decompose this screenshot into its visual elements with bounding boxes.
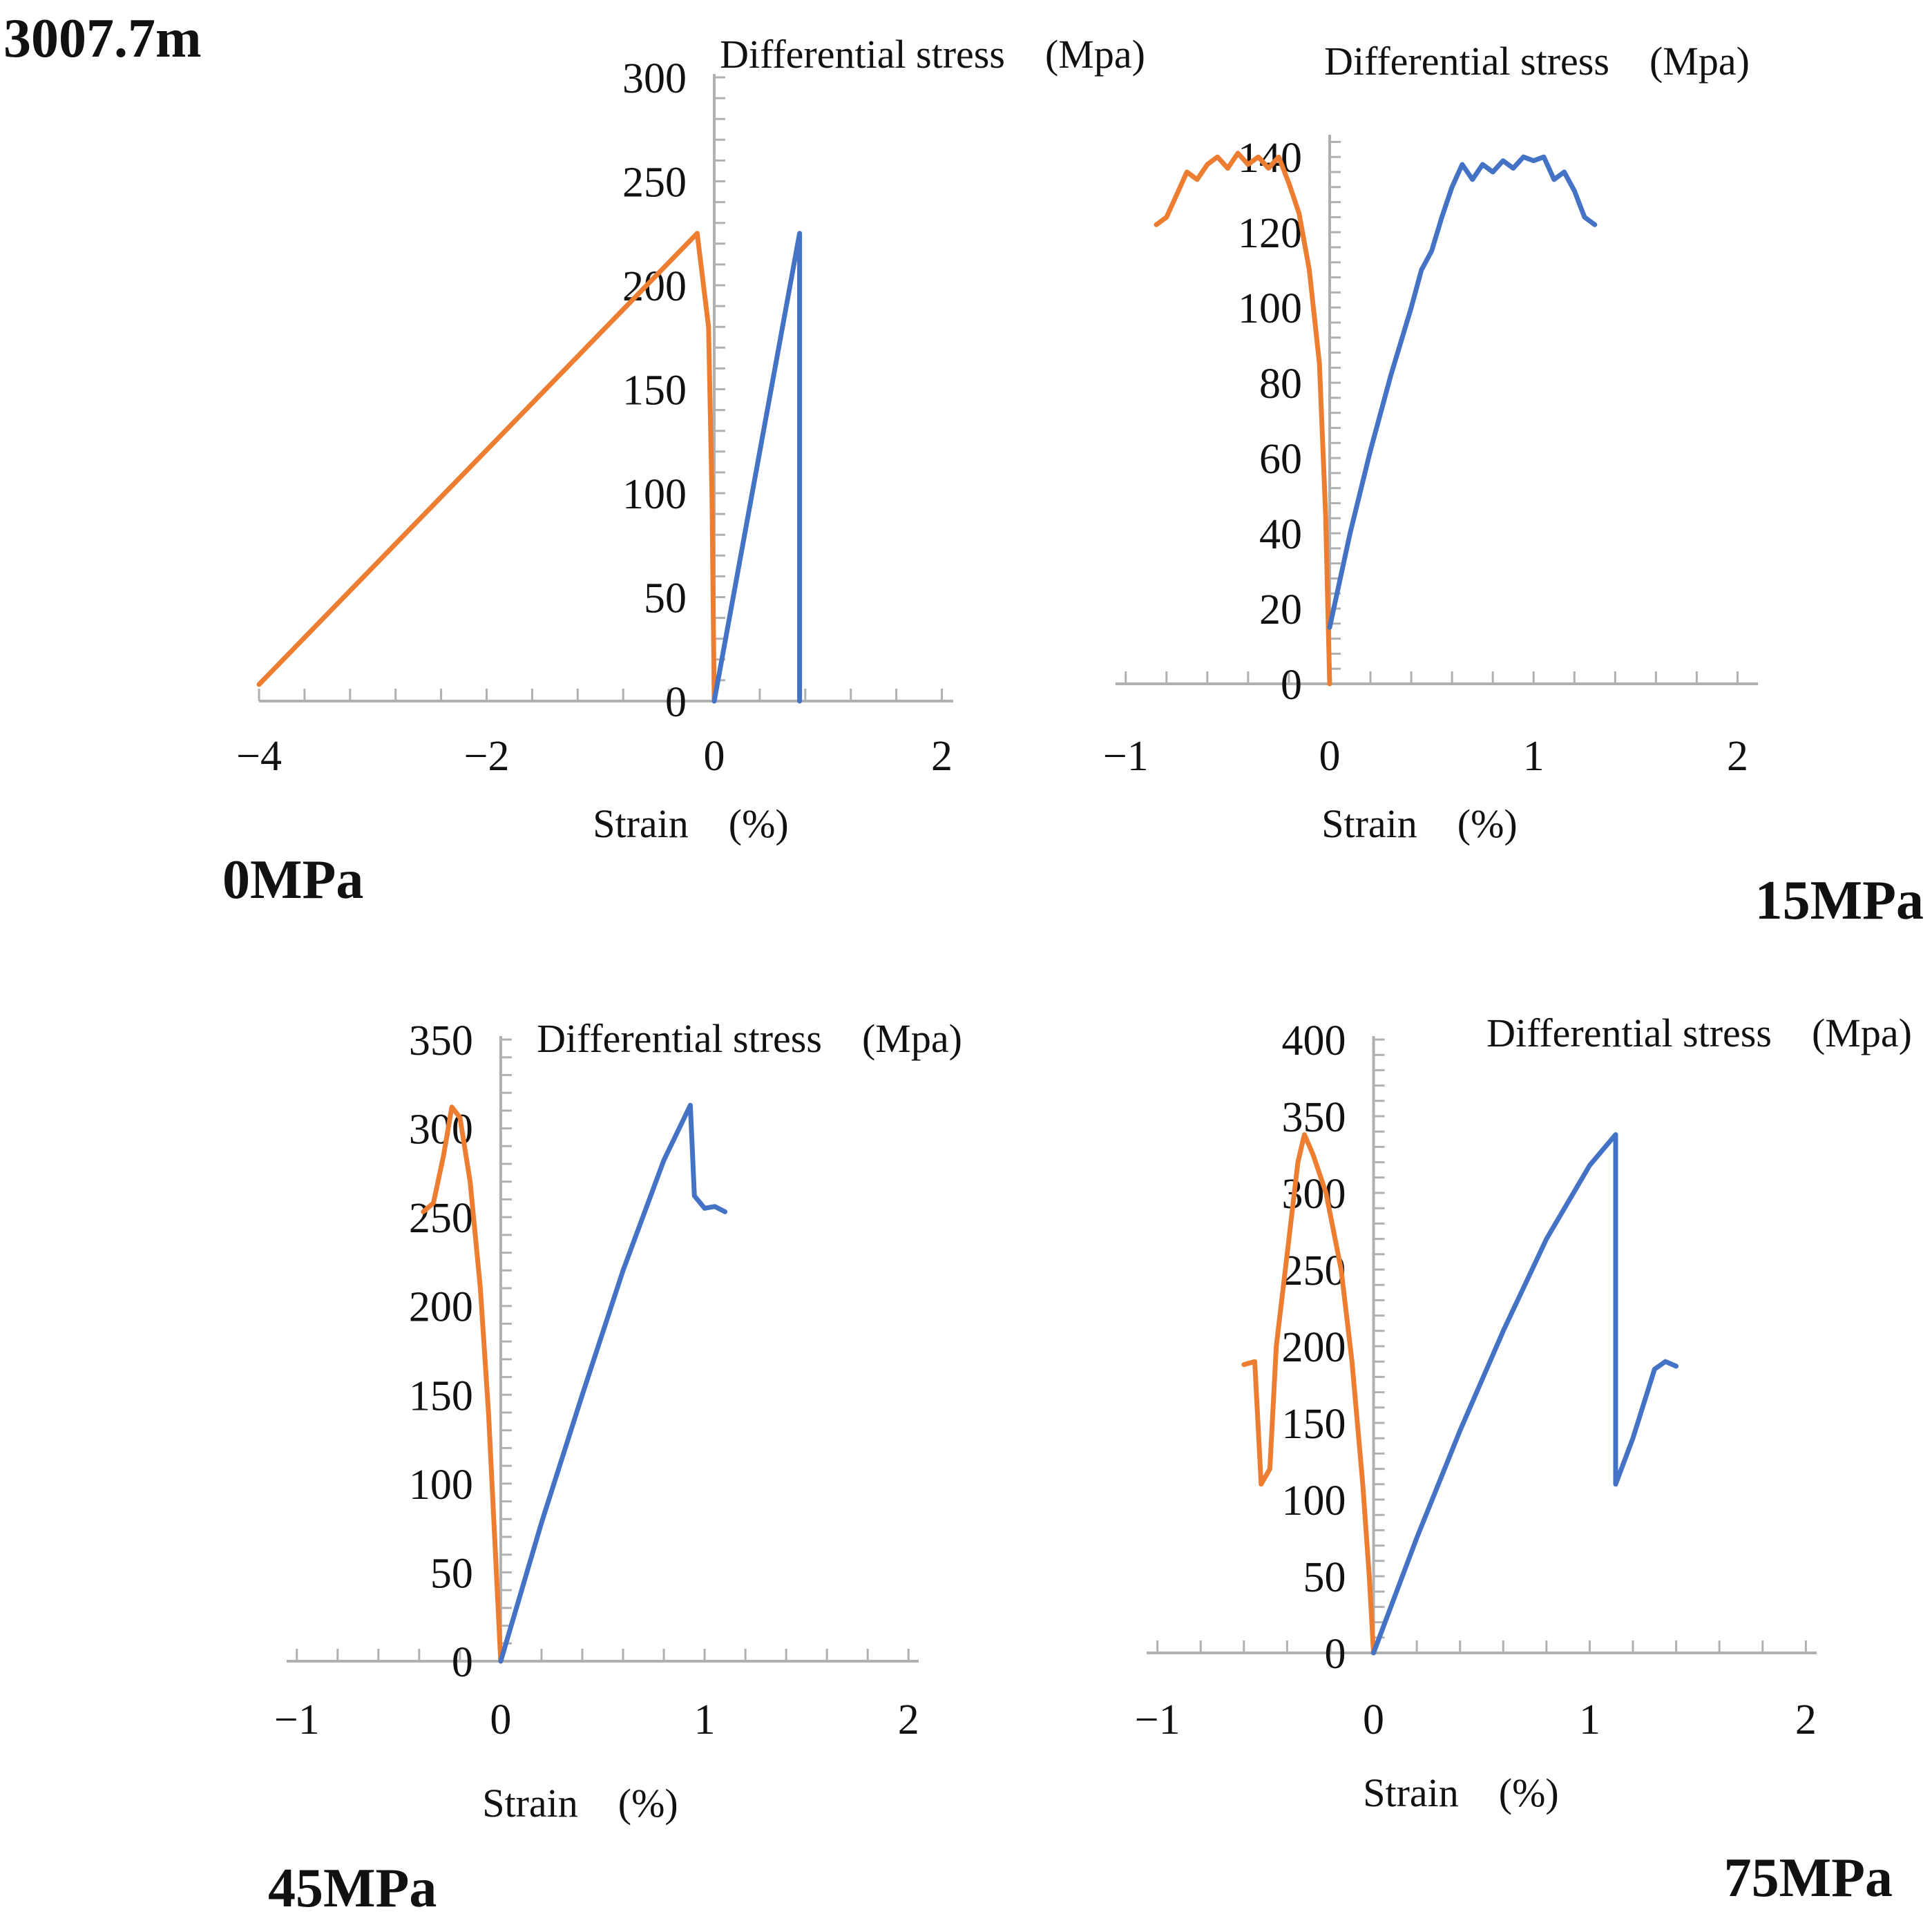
- y-tick-label: 20: [1259, 586, 1302, 633]
- x-tick-label: 0: [704, 733, 725, 780]
- x-axis-title: Strain (%): [1363, 1770, 1559, 1815]
- y-tick-label: 250: [409, 1195, 473, 1242]
- y-tick-label: 120: [1238, 210, 1302, 257]
- y-tick-label: 100: [1282, 1477, 1346, 1524]
- y-tick-label: 0: [452, 1639, 473, 1686]
- y-tick-label: 250: [1282, 1247, 1346, 1294]
- y-tick-label: 200: [1282, 1324, 1346, 1371]
- y-tick-label: 0: [1325, 1631, 1346, 1678]
- y-tick-label: 50: [1303, 1554, 1346, 1601]
- series-axial: [711, 231, 803, 704]
- x-tick-label: 0: [1363, 1696, 1384, 1743]
- x-axis-title: Strain (%): [482, 1781, 678, 1826]
- x-tick-label: −1: [1103, 733, 1149, 780]
- panel-label: 0MPa: [222, 850, 363, 910]
- series-lateral: [1241, 1132, 1376, 1656]
- y-axis-title: Differential stress (Mpa): [537, 1016, 962, 1061]
- y-axis-title: Differential stress (Mpa): [1324, 39, 1750, 84]
- y-axis-title: Differential stress (Mpa): [720, 32, 1145, 77]
- x-tick-label: 2: [1727, 733, 1748, 780]
- series-axial: [1327, 154, 1598, 630]
- y-tick-label: 0: [1281, 662, 1302, 709]
- y-tick-label: 350: [409, 1017, 473, 1064]
- y-tick-label: 150: [409, 1372, 473, 1419]
- y-tick-label: 60: [1259, 436, 1302, 483]
- x-tick-label: −1: [1135, 1696, 1180, 1743]
- y-tick-label: 200: [409, 1284, 473, 1331]
- y-tick-label: 300: [622, 55, 687, 102]
- x-tick-label: −1: [274, 1696, 320, 1743]
- y-tick-label: 150: [1282, 1401, 1346, 1448]
- series-lateral: [421, 1104, 504, 1664]
- series-lateral: [256, 231, 717, 704]
- y-tick-label: 250: [622, 160, 687, 207]
- panel-label: 45MPa: [268, 1858, 437, 1914]
- y-tick-label: 50: [430, 1550, 473, 1597]
- y-tick-label: 100: [1238, 285, 1302, 332]
- y-tick-label: 140: [1238, 135, 1302, 182]
- panel-label: 15MPa: [1755, 870, 1924, 931]
- x-tick-label: 0: [1319, 733, 1341, 780]
- y-tick-label: 100: [409, 1462, 473, 1509]
- series-lateral: [1154, 151, 1332, 687]
- series-axial: [1371, 1132, 1679, 1656]
- x-tick-label: 0: [490, 1696, 511, 1743]
- y-tick-label: 350: [1282, 1094, 1346, 1141]
- x-tick-label: 1: [1523, 733, 1544, 780]
- y-tick-label: 50: [644, 575, 687, 622]
- y-tick-label: 0: [665, 679, 687, 726]
- y-tick-label: 40: [1259, 511, 1302, 558]
- x-axis-title: Strain (%): [1321, 801, 1518, 846]
- y-tick-label: 100: [622, 471, 687, 518]
- y-tick-label: 400: [1282, 1017, 1346, 1064]
- x-tick-label: −2: [464, 733, 510, 780]
- y-axis-title: Differential stress (Mpa): [1486, 1011, 1912, 1055]
- x-tick-label: 2: [898, 1696, 919, 1743]
- x-tick-label: 1: [694, 1696, 716, 1743]
- x-tick-label: −4: [236, 733, 282, 780]
- series-axial: [498, 1102, 728, 1664]
- y-tick-label: 80: [1259, 361, 1302, 408]
- x-axis-title: Strain (%): [593, 801, 789, 846]
- x-tick-label: 2: [1795, 1696, 1817, 1743]
- panel-label: 75MPa: [1724, 1848, 1893, 1908]
- x-tick-label: 1: [1579, 1696, 1600, 1743]
- x-tick-label: 2: [931, 733, 953, 780]
- y-tick-label: 150: [622, 367, 687, 414]
- depth-label: 3007.7m: [3, 8, 202, 69]
